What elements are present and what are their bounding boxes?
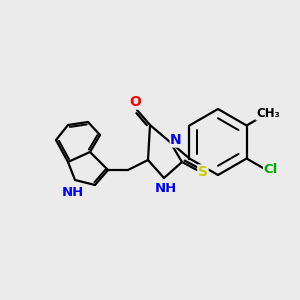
Text: N: N <box>170 133 182 147</box>
Text: CH₃: CH₃ <box>256 107 280 120</box>
Text: Cl: Cl <box>263 163 278 176</box>
Text: NH: NH <box>155 182 177 194</box>
Text: O: O <box>129 95 141 109</box>
Text: NH: NH <box>62 185 84 199</box>
Text: S: S <box>198 165 208 179</box>
